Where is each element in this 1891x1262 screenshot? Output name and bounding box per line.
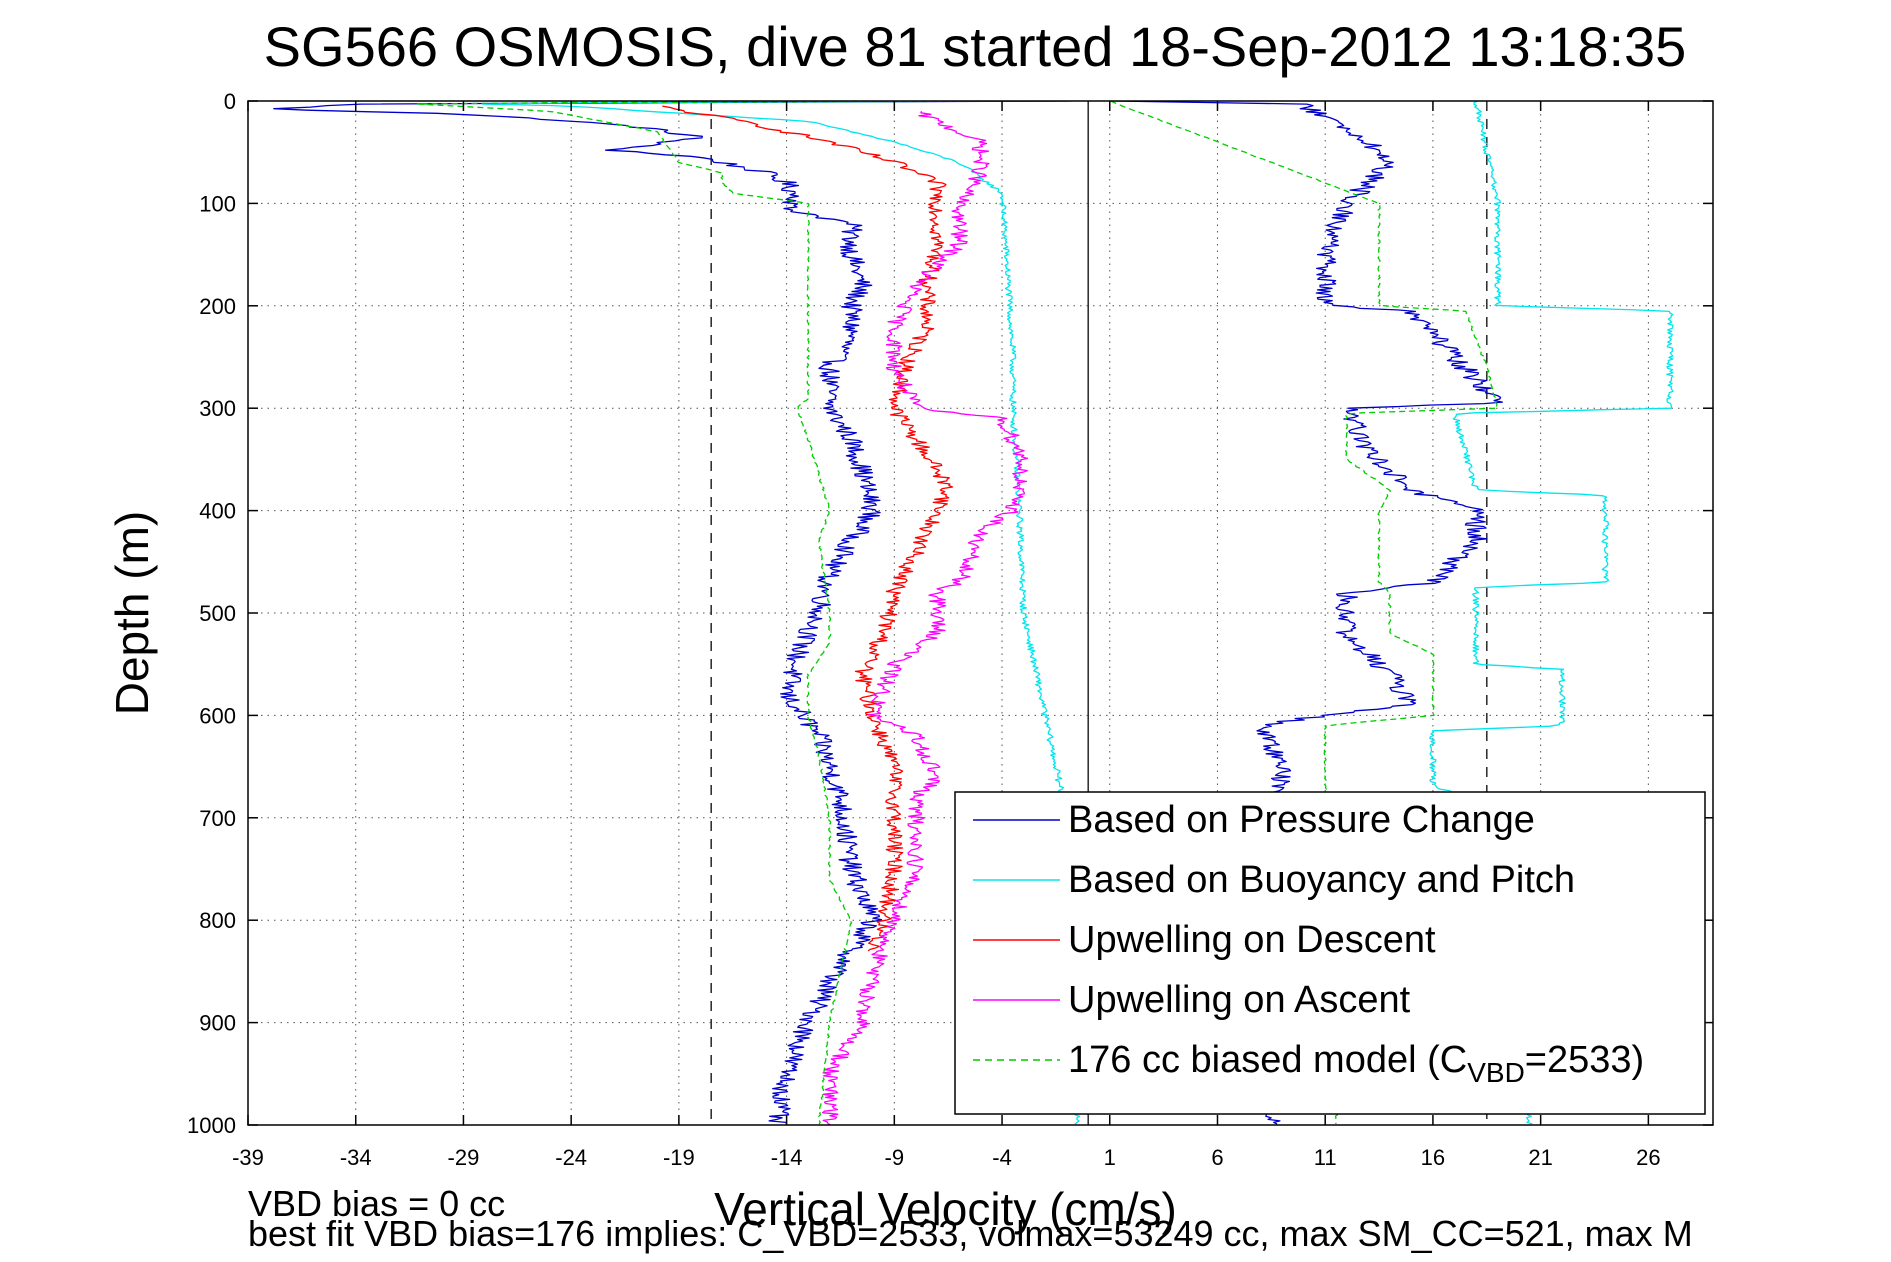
y-tick-label: 700: [199, 806, 236, 831]
legend-box: [954, 791, 1706, 1115]
x-tick-label: -9: [885, 1145, 905, 1170]
x-tick-label: 16: [1421, 1145, 1445, 1170]
x-tick-label: 21: [1528, 1145, 1552, 1170]
y-tick-label: 200: [199, 294, 236, 319]
series-line: [821, 110, 1029, 1125]
y-tick-label: 100: [199, 191, 236, 216]
series-line: [416, 101, 1068, 1125]
legend-label: Upwelling on Descent: [1068, 919, 1436, 961]
x-tick-label: 1: [1104, 1145, 1116, 1170]
vbd-bias-note: VBD bias = 0 cc: [248, 1183, 506, 1224]
x-tick-label: -29: [448, 1145, 480, 1170]
x-tick-label: -34: [340, 1145, 372, 1170]
axis-ticks: -39 -34 -29 -24 -19 -14 -9 -4 1 6 11 16 21 2601002003…: [187, 89, 1713, 1170]
y-tick-label: 300: [199, 396, 236, 421]
legend-label: Based on Buoyancy and Pitch: [1068, 859, 1575, 901]
y-tick-label: 400: [199, 499, 236, 524]
x-tick-label: 6: [1211, 1145, 1223, 1170]
x-tick-label: -24: [555, 1145, 587, 1170]
y-tick-label: 1000: [187, 1113, 236, 1138]
y-tick-label: 600: [199, 703, 236, 728]
x-tick-label: -19: [663, 1145, 695, 1170]
legend: Based on Pressure Change Based on Buoyanc…: [954, 791, 1706, 1115]
series-line: [662, 105, 954, 952]
best-fit-note: best fit VBD bias=176 implies: C_VBD=253…: [248, 1213, 1693, 1254]
series-line: [1110, 101, 1498, 1125]
legend-label: Upwelling on Ascent: [1068, 979, 1411, 1021]
x-tick-label: 11: [1314, 1145, 1337, 1170]
x-tick-label: -4: [992, 1145, 1012, 1170]
x-axis-label: Vertical Velocity (cm/s): [714, 1183, 1177, 1235]
y-axis-label: Depth (m): [106, 511, 158, 715]
series-line: [273, 101, 1072, 1125]
y-tick-label: 900: [199, 1011, 236, 1036]
x-tick-label: 26: [1636, 1145, 1660, 1170]
legend-label: 176 cc biased model (CVBD=2533): [1068, 1039, 1644, 1088]
y-tick-label: 0: [224, 89, 236, 114]
y-tick-label: 500: [199, 601, 236, 626]
legend-label: Based on Pressure Change: [1068, 799, 1535, 841]
y-tick-label: 800: [199, 908, 236, 933]
chart-title: SG566 OSMOSIS, dive 81 started 18-Sep-20…: [264, 15, 1687, 78]
x-tick-label: -14: [771, 1145, 803, 1170]
x-tick-label: -39: [232, 1145, 264, 1170]
